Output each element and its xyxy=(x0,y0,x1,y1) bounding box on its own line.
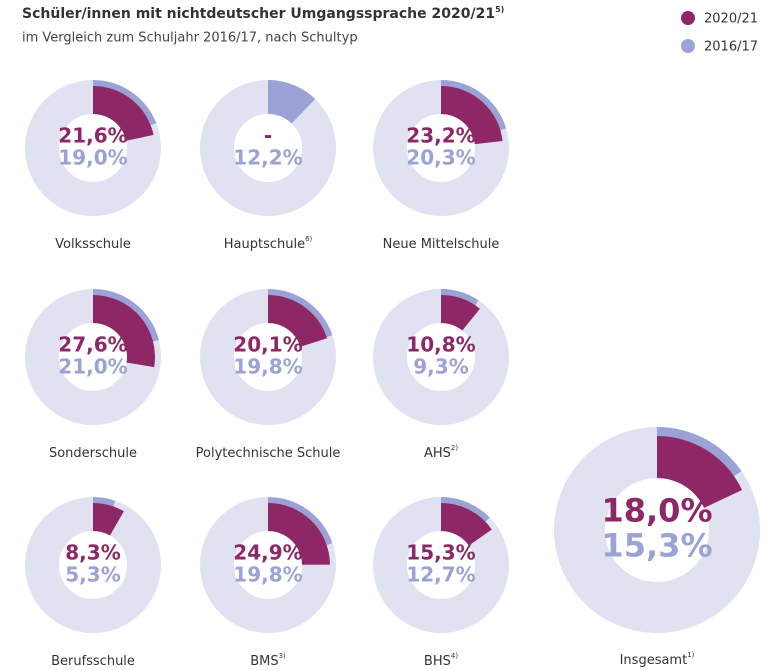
legend-swatch xyxy=(681,11,695,25)
title-text: Schüler/innen mit nichtdeutscher Umgangs… xyxy=(22,6,495,22)
category-name: Sonderschule xyxy=(49,446,137,461)
value-label-2020: - xyxy=(264,124,272,148)
value-label-2016: 12,7% xyxy=(406,563,475,587)
value-label-2020: 10,8% xyxy=(406,333,475,357)
chart-subtitle: im Vergleich zum Schuljahr 2016/17, nach… xyxy=(22,31,358,46)
legend-label: 2020/21 xyxy=(704,12,758,27)
category-name: Polytechnische Schule xyxy=(196,446,341,461)
category-name: Insgesamt xyxy=(620,653,688,668)
category-label: Insgesamt1) xyxy=(620,651,695,668)
value-label-2020: 8,3% xyxy=(65,541,120,565)
value-label-2016: 19,8% xyxy=(233,563,302,587)
category-label: BMS3) xyxy=(250,652,286,669)
value-label-2020: 27,6% xyxy=(58,333,127,357)
category-name: Berufsschule xyxy=(51,654,135,669)
category-label: BHS4) xyxy=(424,652,458,669)
sector-2020 xyxy=(441,295,480,331)
category-note: 4) xyxy=(451,652,458,660)
value-label-2016: 9,3% xyxy=(413,355,468,379)
category-name: Neue Mittelschule xyxy=(383,237,500,252)
value-label-2016: 19,0% xyxy=(58,146,127,170)
category-label: Berufsschule xyxy=(51,654,135,669)
value-label-2020: 24,9% xyxy=(233,541,302,565)
chart-title: Schüler/innen mit nichtdeutscher Umgangs… xyxy=(22,5,504,23)
sector-2020 xyxy=(657,436,743,508)
value-label-2020: 20,1% xyxy=(233,333,302,357)
legend-swatch xyxy=(681,39,695,53)
sector-2020 xyxy=(441,503,492,546)
sector-2020 xyxy=(268,503,330,565)
category-label: Polytechnische Schule xyxy=(196,446,341,461)
value-label-2020: 18,0% xyxy=(601,491,712,529)
value-label-2016: 19,8% xyxy=(233,355,302,379)
value-label-2020: 21,6% xyxy=(58,124,127,148)
category-label: Hauptschule6) xyxy=(224,235,313,252)
sector-2020 xyxy=(268,295,328,347)
sector-2020 xyxy=(93,503,124,536)
value-label-2020: 15,3% xyxy=(406,541,475,565)
category-name: Volksschule xyxy=(55,237,131,252)
value-label-2016: 20,3% xyxy=(406,146,475,170)
value-label-2016: 21,0% xyxy=(58,355,127,379)
category-label: Volksschule xyxy=(55,237,131,252)
sector-2020 xyxy=(441,86,503,145)
value-label-2020: 23,2% xyxy=(406,124,475,148)
category-note: 2) xyxy=(451,444,458,452)
category-label: Neue Mittelschule xyxy=(383,237,500,252)
sector-2020 xyxy=(93,295,155,368)
value-label-2016: 15,3% xyxy=(601,527,712,565)
category-note: 6) xyxy=(305,235,312,243)
category-label: AHS2) xyxy=(424,444,458,461)
sector-2016 xyxy=(268,80,316,124)
sector-2020 xyxy=(93,86,154,141)
legend-label: 2016/17 xyxy=(704,40,758,55)
value-label-2016: 5,3% xyxy=(65,563,120,587)
category-name: BMS xyxy=(250,654,278,669)
category-name: AHS xyxy=(424,446,451,461)
value-label-2016: 12,2% xyxy=(233,146,302,170)
category-label: Sonderschule xyxy=(49,446,137,461)
category-name: BHS xyxy=(424,654,451,669)
category-name: Hauptschule xyxy=(224,237,305,252)
category-note: 3) xyxy=(279,652,286,660)
title-note: 5) xyxy=(495,5,504,14)
category-note: 1) xyxy=(687,651,694,659)
